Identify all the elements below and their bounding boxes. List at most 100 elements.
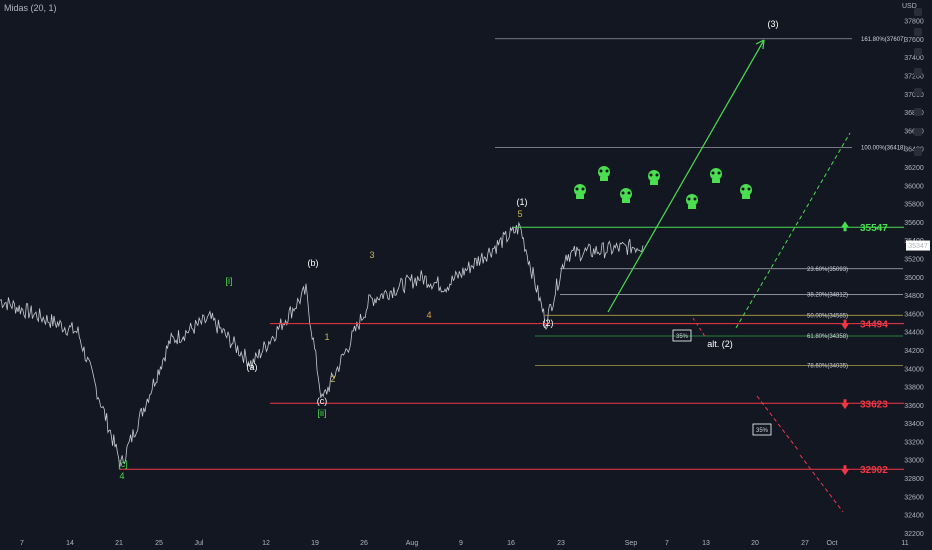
y-tick-label: 37800 — [904, 19, 924, 26]
y-tick-label: 36200 — [904, 165, 924, 172]
wave-label: (3) — [768, 19, 779, 29]
wave-3-arrow — [607, 39, 765, 313]
y-tick-label: 37200 — [904, 74, 924, 81]
x-tick-label: 20 — [751, 540, 759, 547]
fib-level-label: 100.00%(36418) — [861, 146, 905, 152]
x-tick-label: 27 — [801, 540, 809, 547]
bearish-arrow-2 — [799, 454, 844, 513]
bull-icon — [620, 188, 632, 203]
wave-label: (b) — [308, 258, 319, 268]
y-tick-label: 33200 — [904, 439, 924, 446]
x-tick-label: 21 — [115, 540, 123, 547]
bearish-arrow-1 — [756, 395, 799, 451]
down-arrow-icon — [841, 465, 849, 476]
y-tick-label: 34400 — [904, 330, 924, 337]
wave-label: 1 — [324, 332, 329, 342]
y-tick-label: 37400 — [904, 55, 924, 62]
x-tick-label: 25 — [155, 540, 163, 547]
x-tick-label: 19 — [311, 540, 319, 547]
bull-icon — [686, 194, 698, 209]
y-tick-label: 35200 — [904, 256, 924, 263]
wave-label: (c) — [317, 396, 328, 406]
y-tick-label: 33000 — [904, 458, 924, 465]
y-tick-label: 32800 — [904, 476, 924, 483]
fib-level-label: 161.80%(37607) — [861, 37, 905, 43]
fib-level-label: 78.60%(34035) — [807, 364, 848, 370]
toolbar-icon[interactable] — [914, 128, 922, 136]
y-tick-label: 32600 — [904, 494, 924, 501]
x-tick-label: Aug — [406, 540, 419, 547]
up-arrow-icon — [841, 221, 849, 232]
bull-icon — [648, 170, 660, 185]
wave-labels: (1) 5 (2) (3) (b) (a) (c) [ii] [i] [c] 4 3 1 2 4 alt. (… — [118, 19, 778, 481]
x-tick-label: 7 — [665, 540, 669, 547]
key-level-label: 32902 — [860, 465, 888, 476]
arrow-head-icon — [755, 39, 765, 50]
x-tick-label: 7 — [20, 540, 24, 547]
x-axis: 7 14 21 25 Jul 12 19 26 Aug 9 16 23 Sep 7 13 20 27 Oct 11 — [20, 540, 909, 547]
x-tick-label: 16 — [507, 540, 515, 547]
down-arrow-icon — [841, 319, 849, 330]
toolbar-icon[interactable] — [914, 68, 922, 76]
wave-label: (1) — [517, 197, 528, 207]
x-tick-label: 12 — [262, 540, 270, 547]
x-tick-label: 13 — [702, 540, 710, 547]
key-level-label: 33623 — [860, 399, 888, 410]
x-tick-label: 26 — [360, 540, 368, 547]
projection-arrows — [607, 39, 851, 513]
last-price-tag — [906, 240, 930, 251]
wave-label: 2 — [330, 374, 335, 384]
price-line — [0, 221, 644, 468]
last-price-label: 35347 — [908, 243, 928, 250]
y-tick-label: 33800 — [904, 385, 924, 392]
fib-level-label: 61.80%(34358) — [807, 334, 848, 340]
down-arrow-icon — [841, 399, 849, 410]
x-tick-label: Oct — [827, 540, 838, 547]
y-tick-label: 32200 — [904, 531, 924, 538]
probability-label: 35% — [756, 428, 769, 434]
wave-label: [ii] — [318, 408, 327, 418]
y-tick-label: 34000 — [904, 366, 924, 373]
probability-box — [752, 423, 772, 436]
wave-label: (2) — [543, 318, 554, 328]
right-toolbar — [906, 0, 932, 550]
key-level-label: 35547 — [860, 223, 888, 234]
wave-label: 5 — [517, 209, 522, 219]
toolbar-icon[interactable] — [914, 108, 922, 116]
y-tick-label: 33400 — [904, 421, 924, 428]
indicator-label: Midas (20, 1) — [4, 3, 57, 13]
toolbar-icon[interactable] — [914, 148, 922, 156]
toolbar-icon[interactable] — [914, 48, 922, 56]
x-tick-label: Sep — [625, 540, 638, 547]
fib-level-label: 23.60%(35093) — [807, 267, 848, 273]
x-tick-label: Jul — [195, 540, 204, 547]
wave-label: [i] — [225, 276, 232, 286]
x-tick-label: 14 — [66, 540, 74, 547]
wave-label: alt. (2) — [707, 339, 733, 349]
toolbar-icon[interactable] — [914, 8, 922, 16]
y-tick-label: 34800 — [904, 293, 924, 300]
toolbar-icon[interactable] — [914, 28, 922, 36]
y-tick-label: 36000 — [904, 183, 924, 190]
y-tick-label: 33600 — [904, 403, 924, 410]
x-tick-label: 23 — [557, 540, 565, 547]
fib-level-label: 38.20%(34812) — [807, 292, 848, 298]
probability-label: 35% — [676, 334, 689, 340]
x-tick-label: 11 — [901, 540, 908, 547]
y-tick-label: 37600 — [904, 37, 924, 44]
price-series — [0, 221, 644, 468]
toolbar-icon[interactable] — [914, 88, 922, 96]
wave-label: 3 — [369, 250, 374, 260]
bull-icon — [574, 184, 586, 199]
y-tick-label: 34600 — [904, 311, 924, 318]
y-axis-title: USD — [902, 3, 917, 10]
alt-wave-3-arrow — [735, 132, 851, 329]
y-tick-label: 34200 — [904, 348, 924, 355]
y-tick-label: 35000 — [904, 275, 924, 282]
y-tick-label: 35800 — [904, 202, 924, 209]
bull-icon — [740, 184, 752, 199]
probability-box — [672, 329, 692, 342]
wave-label: (a) — [247, 362, 258, 372]
wave-label: 4 — [426, 310, 431, 320]
